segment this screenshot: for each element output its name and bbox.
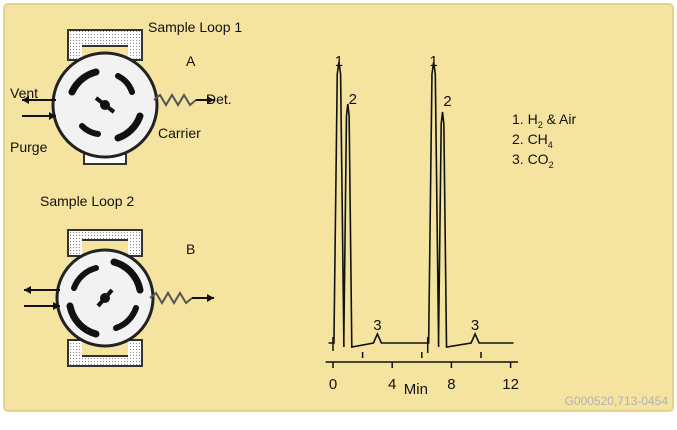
sample-loop-1-label: Sample Loop 1 xyxy=(148,19,242,35)
x-tick-label: 12 xyxy=(502,376,519,393)
chromatogram-trace xyxy=(328,61,514,348)
x-tick-label: 0 xyxy=(329,376,337,393)
x-tick-label: 4 xyxy=(388,376,396,393)
detector-label: Det. xyxy=(206,91,232,107)
legend-item: 3. CO2 xyxy=(512,151,554,170)
vent-label: Vent xyxy=(10,85,38,101)
background-panel xyxy=(3,3,674,412)
position-b-label: B xyxy=(186,241,195,257)
peak-label: 3 xyxy=(471,317,479,334)
sample-loop-2-label: Sample Loop 2 xyxy=(40,193,134,209)
carrier-label: Carrier xyxy=(158,125,201,141)
position-a-label: A xyxy=(186,53,196,69)
x-axis-label: Min xyxy=(404,381,428,398)
peak-label: 3 xyxy=(373,317,381,334)
legend-item: 2. CH4 xyxy=(512,131,553,150)
figure-id: G000520,713-0454 xyxy=(565,394,669,408)
peak-label: 2 xyxy=(443,93,451,110)
valve-b: Sample Loop 2 B xyxy=(24,193,214,367)
peak-label: 1 xyxy=(335,53,343,70)
valve-a: Sample Loop 1 A Vent Purge Det. Carrier xyxy=(10,19,242,165)
legend-item: 1. H2 & Air xyxy=(512,111,576,130)
x-tick-label: 8 xyxy=(447,376,455,393)
peak-label: 1 xyxy=(429,53,437,70)
purge-label: Purge xyxy=(10,139,48,155)
peak-label: 2 xyxy=(349,91,357,108)
